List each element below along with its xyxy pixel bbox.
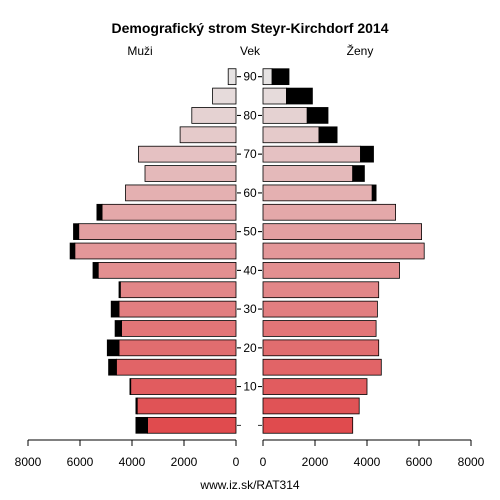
- male-excess-bar-35-39: [118, 281, 121, 299]
- age-tick-label-40: 40: [243, 263, 257, 277]
- female-bar-75-79: [262, 126, 320, 144]
- female-label: Ženy: [347, 43, 374, 58]
- male-excess-bar-40-44: [92, 262, 99, 279]
- male-bar-55-59: [101, 203, 237, 221]
- male-excess-bar-55-59: [96, 203, 103, 221]
- male-excess-bar-25-29: [114, 320, 122, 337]
- female-x-tick-label-8000: 8000: [458, 455, 485, 469]
- male-x-tick-label-4000: 4000: [119, 455, 146, 469]
- male-excess-bar-30-34: [110, 300, 120, 318]
- age-tick-label-30: 30: [243, 302, 257, 316]
- male-excess-bar-0-4: [135, 416, 148, 434]
- age-tick-label-60: 60: [243, 186, 257, 200]
- female-bar-65-69: [262, 165, 354, 182]
- female-bar-0-4: [262, 416, 354, 434]
- female-excess-bar-75-79: [318, 126, 338, 144]
- male-x-tick-label-6000: 6000: [67, 455, 94, 469]
- age-tick-label-10: 10: [243, 380, 257, 394]
- age-tick-label-80: 80: [243, 108, 257, 122]
- male-bar-70-74: [138, 145, 237, 163]
- male-bar-85-89: [212, 87, 237, 105]
- female-bar-50-54: [262, 223, 423, 240]
- female-x-tick-label-0: 0: [260, 455, 267, 469]
- age-axis-label: Vek: [240, 44, 261, 58]
- chart-title: Demografický strom Steyr-Kirchdorf 2014: [112, 20, 389, 36]
- male-excess-bar-5-9: [135, 397, 138, 415]
- age-tick-label-50: 50: [243, 225, 257, 239]
- male-excess-bar-20-24: [106, 339, 120, 357]
- male-bar-90+: [227, 68, 237, 86]
- female-excess-bar-80-84: [306, 107, 329, 124]
- female-bar-25-29: [262, 320, 377, 337]
- female-excess-bar-90+: [271, 68, 290, 86]
- male-x-tick-label-8000: 8000: [15, 455, 42, 469]
- age-tick-label-70: 70: [243, 147, 257, 161]
- male-excess-bar-50-54: [73, 223, 80, 240]
- female-x-tick-label-6000: 6000: [406, 455, 433, 469]
- age-tick-label-90: 90: [243, 70, 257, 84]
- male-bar-30-34: [118, 300, 237, 318]
- source-label: www.iz.sk/RAT314: [199, 478, 299, 492]
- male-x-tick-label-0: 0: [233, 455, 240, 469]
- female-bar-85-89: [262, 87, 287, 105]
- female-bar-70-74: [262, 145, 361, 163]
- female-bar-20-24: [262, 339, 380, 357]
- female-bar-80-84: [262, 107, 308, 124]
- female-bar-45-49: [262, 242, 425, 260]
- male-excess-bar-10-14: [129, 378, 132, 395]
- male-bar-75-79: [179, 126, 237, 144]
- age-tick-label-20: 20: [243, 341, 257, 355]
- male-bar-10-14: [130, 378, 237, 395]
- male-bar-40-44: [97, 262, 237, 279]
- male-bar-80-84: [191, 107, 237, 124]
- female-bar-90+: [262, 68, 273, 86]
- female-bar-5-9: [262, 397, 360, 415]
- male-x-tick-label-2000: 2000: [171, 455, 198, 469]
- female-excess-bar-70-74: [360, 145, 374, 163]
- male-bar-0-4: [147, 416, 237, 434]
- female-bar-40-44: [262, 262, 400, 279]
- male-bar-60-64: [125, 184, 237, 202]
- male-bar-50-54: [78, 223, 237, 240]
- female-x-tick-label-2000: 2000: [302, 455, 329, 469]
- female-x-tick-label-4000: 4000: [354, 455, 381, 469]
- male-excess-bar-15-19: [108, 358, 117, 376]
- male-label: Muži: [127, 44, 152, 58]
- male-bar-65-69: [144, 165, 237, 182]
- male-bar-45-49: [74, 242, 237, 260]
- male-bar-35-39: [119, 281, 237, 299]
- female-excess-bar-60-64: [371, 184, 377, 202]
- female-excess-bar-65-69: [352, 165, 365, 182]
- female-bar-30-34: [262, 300, 378, 318]
- female-bar-35-39: [262, 281, 380, 299]
- female-excess-bar-85-89: [285, 87, 313, 105]
- female-bar-10-14: [262, 378, 368, 395]
- male-excess-bar-45-49: [69, 242, 76, 260]
- male-bar-5-9: [136, 397, 237, 415]
- female-bar-15-19: [262, 358, 382, 376]
- female-bar-60-64: [262, 184, 373, 202]
- male-bar-15-19: [116, 358, 237, 376]
- male-bar-20-24: [118, 339, 237, 357]
- male-bar-25-29: [121, 320, 237, 337]
- female-bar-55-59: [262, 203, 397, 221]
